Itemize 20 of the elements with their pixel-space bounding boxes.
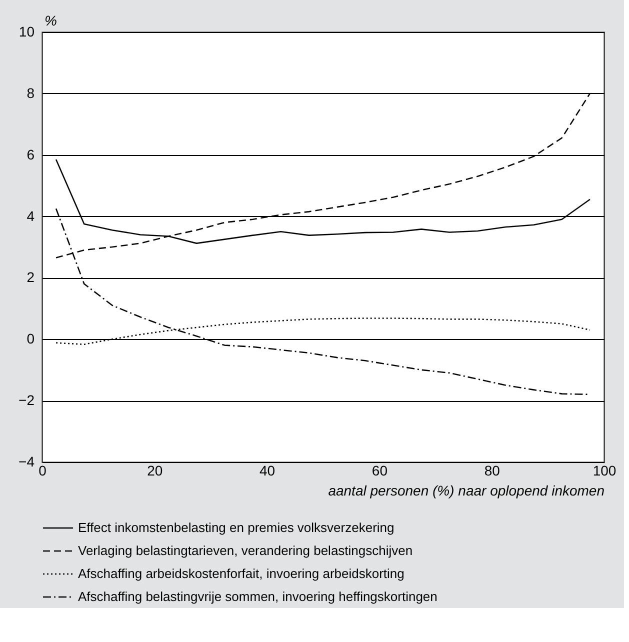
y-tick-label: 2 <box>26 269 35 286</box>
y-tick-label: 6 <box>26 146 35 162</box>
legend-label: Effect inkomstenbelasting en premies volksverzekering <box>78 520 394 535</box>
x-axis-title: aantal personen (%) naar oplopend inkomen <box>328 482 605 498</box>
legend-label: Afschaffing arbeidskostenforfait, invoering arbeidskorting <box>78 566 404 581</box>
x-tick-label: 80 <box>484 462 500 478</box>
y-axis-title: % <box>44 12 57 28</box>
y-tick-label: 0 <box>26 330 35 347</box>
x-tick-label: 40 <box>260 462 276 478</box>
x-tick-label: 100 <box>592 462 616 478</box>
x-tick-label: 0 <box>38 462 47 478</box>
legend-label: Verlaging belastingtarieven, verandering belastingschijven <box>78 543 413 558</box>
legend-label: Afschaffing belastingvrije sommen, invoering heffingskortingen <box>78 589 438 604</box>
x-tick-label: 20 <box>147 462 163 478</box>
y-tick-label: −4 <box>18 454 35 470</box>
x-tick-label: 60 <box>372 462 388 478</box>
y-tick-label: −2 <box>18 392 35 408</box>
y-tick-label: 4 <box>26 208 35 224</box>
y-tick-label: 10 <box>18 24 35 40</box>
y-tick-label: 8 <box>26 84 35 101</box>
